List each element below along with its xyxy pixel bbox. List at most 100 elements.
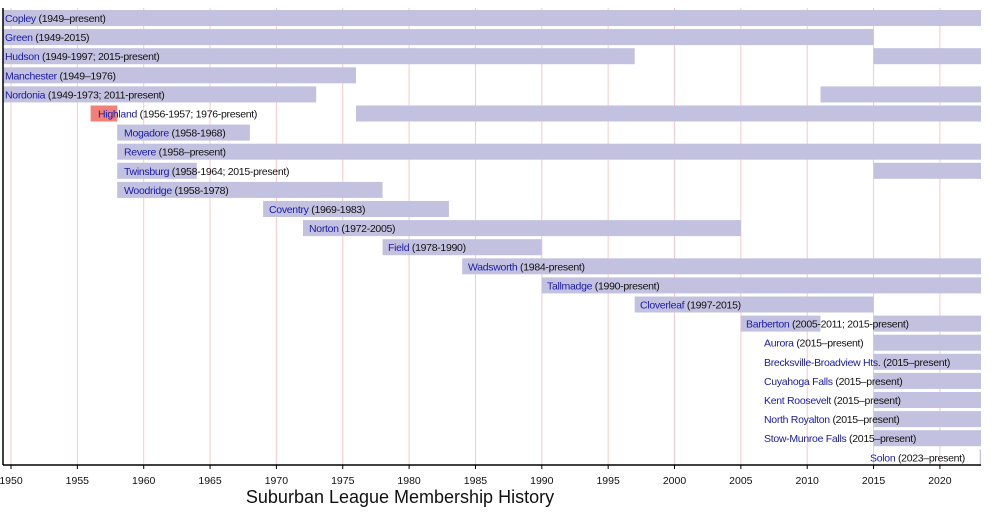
membership-bar-cuyahoga-falls (873, 372, 981, 389)
membership-period: (1958-1978) (172, 185, 229, 197)
row-label: Tallmadge (1990-present) (547, 280, 659, 292)
membership-bar-twinsburg (873, 162, 981, 179)
school-name[interactable]: Copley (5, 13, 37, 25)
membership-period: (2015–present) (831, 395, 901, 407)
membership-bar-mogadore (117, 124, 250, 141)
membership-bar-copley (3, 10, 981, 26)
row-label: Wadsworth (1984-present) (468, 261, 585, 273)
x-tick-label: 1970 (265, 475, 289, 487)
row-label: Twinsburg (1958-1964; 2015-present) (124, 166, 289, 178)
membership-period: (1949–1976) (57, 70, 116, 82)
membership-bar-tallmadge (541, 277, 981, 294)
x-tick-label: 2005 (729, 475, 753, 487)
school-name[interactable]: Stow-Munroe Falls (764, 433, 847, 445)
membership-bar-hudson (873, 48, 981, 65)
school-name[interactable]: Revere (124, 147, 157, 159)
school-name[interactable]: Cloverleaf (640, 300, 685, 312)
x-tick-label: 1955 (66, 475, 90, 487)
school-name[interactable]: Nordonia (5, 89, 46, 101)
x-tick-label: 2015 (862, 475, 886, 487)
membership-period: (2015–present) (830, 414, 900, 426)
school-name[interactable]: Mogadore (124, 128, 170, 140)
school-name[interactable]: Coventry (269, 204, 310, 216)
x-tick-label: 1985 (464, 475, 488, 487)
membership-period: (1956-1957; 1976-present) (137, 109, 257, 121)
x-tick-label: 1995 (596, 475, 620, 487)
school-name[interactable]: Highland (98, 109, 138, 121)
row-label: Hudson (1949-1997; 2015-present) (5, 51, 159, 63)
membership-period: (1958-1964; 2015-present) (169, 166, 289, 178)
membership-bar-norton (302, 220, 741, 237)
membership-bar-barberton (873, 315, 981, 332)
row-label: Aurora (2015–present) (764, 338, 863, 350)
x-tick-label: 2010 (796, 475, 820, 487)
membership-bar-aurora (873, 334, 981, 351)
membership-bar-highland (356, 105, 981, 122)
chart-title: Suburban League Membership History (246, 487, 554, 507)
row-label: Cuyahoga Falls (2015–present) (764, 376, 902, 388)
row-label: Mogadore (1958-1968) (124, 128, 225, 140)
row-label: Stow-Munroe Falls (2015–present) (764, 433, 916, 445)
row-label: Kent Roosevelt (2015–present) (764, 395, 901, 407)
school-name[interactable]: Aurora (764, 338, 794, 350)
school-name[interactable]: Hudson (5, 51, 40, 63)
membership-bar-kent-roosevelt (873, 392, 981, 408)
membership-period: (2015–present) (794, 338, 864, 350)
x-tick-label: 2020 (928, 475, 952, 487)
row-label: Copley (1949–present) (5, 13, 106, 25)
row-label: Woodridge (1958-1978) (124, 185, 228, 197)
membership-period: (1958–present) (156, 147, 226, 159)
school-name[interactable]: Cuyahoga Falls (764, 376, 833, 388)
school-name[interactable]: Kent Roosevelt (764, 395, 832, 407)
school-name[interactable]: Norton (309, 223, 339, 235)
row-label: Solon (2023–present) (870, 452, 965, 464)
membership-bar-hudson (3, 48, 635, 65)
school-name[interactable]: Twinsburg (124, 166, 170, 178)
x-tick-label: 1990 (530, 475, 554, 487)
membership-period: (2015–present) (880, 357, 950, 369)
school-name[interactable]: Field (388, 242, 410, 254)
row-label: Green (1949-2015) (5, 32, 89, 44)
x-tick-label: 2000 (663, 475, 687, 487)
school-name[interactable]: Tallmadge (547, 280, 593, 292)
x-tick-label: 1950 (0, 475, 23, 487)
membership-period: (1949-1997; 2015-present) (39, 51, 159, 63)
membership-bar-barberton (740, 315, 821, 332)
membership-bar-cloverleaf (634, 296, 874, 313)
membership-period: (1978-1990) (409, 242, 466, 254)
membership-bar-coventry (263, 201, 449, 217)
membership-period: (2023–present) (895, 452, 965, 464)
school-name[interactable]: Wadsworth (468, 261, 518, 273)
school-name[interactable]: Solon (870, 452, 896, 464)
membership-bar-nordonia (3, 86, 317, 103)
membership-period: (1949-1973; 2011-present) (45, 89, 164, 101)
membership-bar-solon (979, 449, 981, 466)
membership-period: (1997-2015) (684, 300, 741, 312)
membership-period: (1969-1983) (309, 204, 366, 216)
membership-period: (1984-present) (517, 261, 584, 273)
membership-bar-twinsburg (117, 162, 197, 179)
school-name[interactable]: Green (5, 32, 33, 44)
membership-period: (2015–present) (833, 376, 903, 388)
school-name[interactable]: North Royalton (764, 414, 831, 426)
row-label: Highland (1956-1957; 1976-present) (98, 109, 257, 121)
membership-bar-field (382, 239, 542, 256)
membership-bar-highland (90, 105, 118, 122)
row-label: Brecksville-Broadview Hts. (2015–present… (764, 357, 950, 369)
membership-bar-green (3, 29, 874, 46)
membership-bar-manchester (3, 67, 357, 84)
membership-bar-wadsworth (462, 258, 981, 275)
x-tick-label: 1965 (198, 475, 222, 487)
membership-bar-brecksville-broadview-hts- (873, 353, 981, 370)
membership-bar-revere (117, 143, 981, 160)
school-name[interactable]: Manchester (5, 70, 58, 82)
membership-period: (1972-2005) (339, 223, 396, 235)
school-name[interactable]: Barberton (746, 319, 790, 331)
school-name[interactable]: Woodridge (124, 185, 173, 197)
school-name[interactable]: Brecksville-Broadview Hts. (764, 357, 881, 369)
row-label: Norton (1972-2005) (309, 223, 395, 235)
membership-period: (1958-1968) (169, 128, 226, 140)
membership-bar-stow-munroe-falls (873, 430, 981, 447)
row-label: Coventry (1969-1983) (269, 204, 365, 216)
